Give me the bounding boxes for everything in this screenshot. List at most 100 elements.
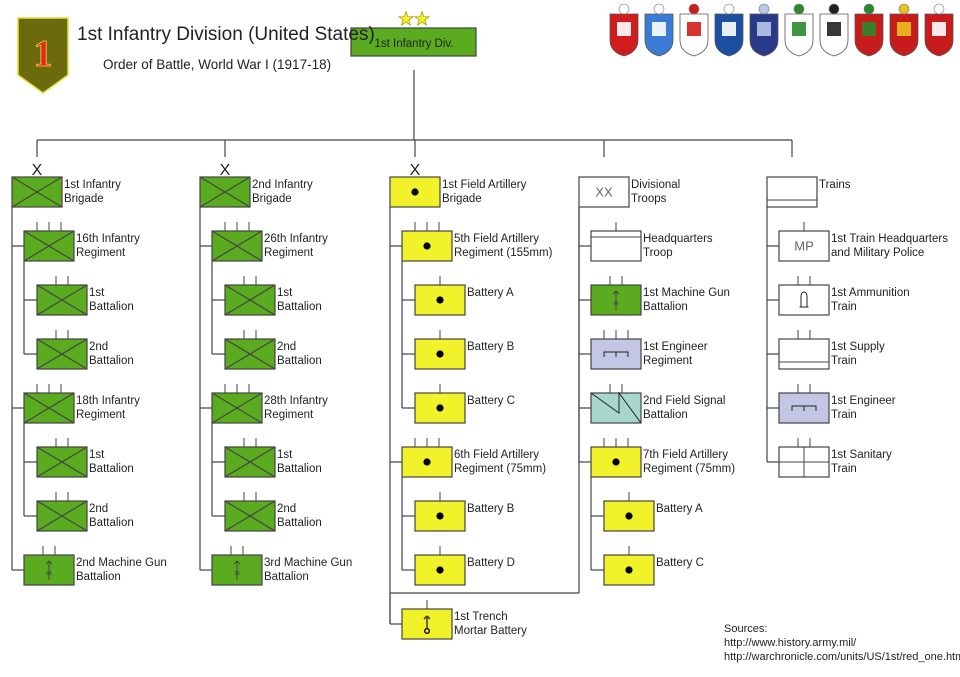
connector-line [615, 290, 620, 295]
unit-label: 2nd Infantry [252, 179, 313, 191]
infantry-cross-icon [224, 338, 276, 370]
crest-icon [933, 3, 945, 15]
unit-label: Battalion [76, 571, 121, 583]
insignia-numeral: 1 [34, 33, 53, 75]
unit-label: 1st Engineer [643, 341, 708, 353]
unit-label: Regiment (75mm) [454, 463, 546, 475]
unit-node: Battery A [414, 276, 514, 316]
unit-label: Train [831, 355, 857, 367]
unit-label: Troops [631, 193, 667, 205]
unit-label: 3rd Machine Gun [264, 557, 352, 569]
artillery-dot-icon [423, 242, 431, 250]
infantry-cross-icon [36, 446, 88, 478]
echelon-marker: X [32, 162, 43, 179]
unit-node: 16th Infantry Regiment [23, 222, 140, 262]
unit-label: Battery B [467, 503, 515, 515]
engineer-icon [603, 351, 629, 357]
crest-icon [898, 3, 910, 15]
unit-symbol-box [778, 230, 830, 262]
unit-label: 2nd [89, 503, 108, 515]
unit-symbol-box [778, 392, 830, 424]
infantry-cross-icon [23, 392, 75, 424]
machine-gun-icon [45, 560, 53, 580]
source-link[interactable]: http://warchronicle.com/units/US/1st/red… [724, 651, 960, 663]
infantry-cross-icon [224, 446, 276, 478]
trench-mortar-base [424, 628, 431, 635]
unit-node: 1st Battalion [224, 438, 322, 478]
artillery-dot-icon [625, 566, 633, 574]
unit-symbol-box [590, 392, 642, 424]
connector-line [48, 560, 53, 565]
source-link[interactable]: http://www.history.army.mil/ [724, 637, 857, 649]
machine-gun-icon [612, 290, 620, 310]
crest-icon [828, 3, 840, 15]
unit-node: Battery D [414, 546, 515, 586]
unit-label: Battery C [467, 395, 515, 407]
unit-node: 1st Engineer Regiment [590, 330, 708, 370]
unit-label: 1st Supply [831, 341, 885, 353]
unit-label: 7th Field Artillery [643, 449, 728, 461]
unit-label: Train [831, 463, 857, 475]
unit-node: 1st Trench Mortar Battery [401, 600, 527, 640]
coat-of-arms-18th-infantry [644, 3, 674, 57]
artillery-dot-icon [625, 512, 633, 520]
unit-node: 1st Infantry Brigade [11, 176, 121, 208]
infantry-cross-icon [36, 338, 88, 370]
unit-node: Battery C [414, 384, 515, 424]
coat-of-arms-signal [889, 3, 919, 57]
connector-line [612, 290, 617, 295]
crest-icon [618, 3, 630, 15]
unit-label: 1st Field Artillery [442, 179, 527, 191]
unit-symbol-box [590, 338, 642, 370]
unit-label: Battery C [656, 557, 704, 569]
infantry-cross-icon [224, 500, 276, 532]
page-title: 1st Infantry Division (United States) [77, 24, 375, 45]
unit-label: Battalion [643, 301, 688, 313]
page-subtitle: Order of Battle, World War I (1917-18) [103, 57, 332, 72]
unit-label: 1st Ammunition [831, 287, 910, 299]
coat-of-arms-1st-engineer [854, 3, 884, 57]
unit-label: 1st Sanitary [831, 449, 892, 461]
unit-node: 1st Battalion [36, 438, 134, 478]
unit-label: Battalion [264, 571, 309, 583]
unit-node: 1st Supply Train [778, 330, 885, 370]
unit-label: Regiment [76, 247, 126, 259]
unit-label: 1st [277, 287, 293, 299]
charge-icon [862, 22, 876, 36]
division-insignia: 1 [17, 17, 69, 94]
unit-node: Headquarters Troop [590, 222, 713, 262]
unit-label: Regiment [264, 409, 314, 421]
crest-icon [653, 3, 665, 15]
unit-label: 1st Infantry [64, 179, 121, 191]
unit-node: Battery B [414, 492, 515, 532]
unit-label: Divisional [631, 179, 680, 191]
unit-label: Battalion [89, 517, 134, 529]
unit-label: 1st Trench [454, 611, 508, 623]
unit-label: 1st Engineer [831, 395, 896, 407]
echelon-marker: X [220, 162, 231, 179]
unit-node: 6th Field Artillery Regiment (75mm) [401, 438, 546, 478]
artillery-dot-icon [423, 458, 431, 466]
crest-icon [863, 3, 875, 15]
unit-symbol-text: MP [794, 239, 814, 254]
unit-symbol-box [590, 230, 642, 262]
engineer-icon [791, 405, 817, 411]
unit-node: 1st Machine Gun Battalion [590, 276, 730, 316]
crest-icon [688, 3, 700, 15]
trench-mortar-icon [423, 615, 431, 635]
unit-label: 26th Infantry [264, 233, 328, 245]
unit-label: Battery D [467, 557, 515, 569]
unit-label: 2nd [277, 503, 296, 515]
unit-node: 7th Field Artillery Regiment (75mm) [590, 438, 735, 478]
infantry-cross-icon [199, 176, 251, 208]
unit-label: and Military Police [831, 247, 924, 259]
sources-label: Sources: [724, 623, 768, 635]
unit-node: Battery A [603, 492, 703, 532]
division-box [350, 27, 477, 57]
unit-label: Battery B [467, 341, 515, 353]
connector-line [233, 560, 238, 565]
machine-gun-icon [233, 560, 241, 580]
unit-label: Battalion [89, 301, 134, 313]
charge-icon [897, 22, 911, 36]
